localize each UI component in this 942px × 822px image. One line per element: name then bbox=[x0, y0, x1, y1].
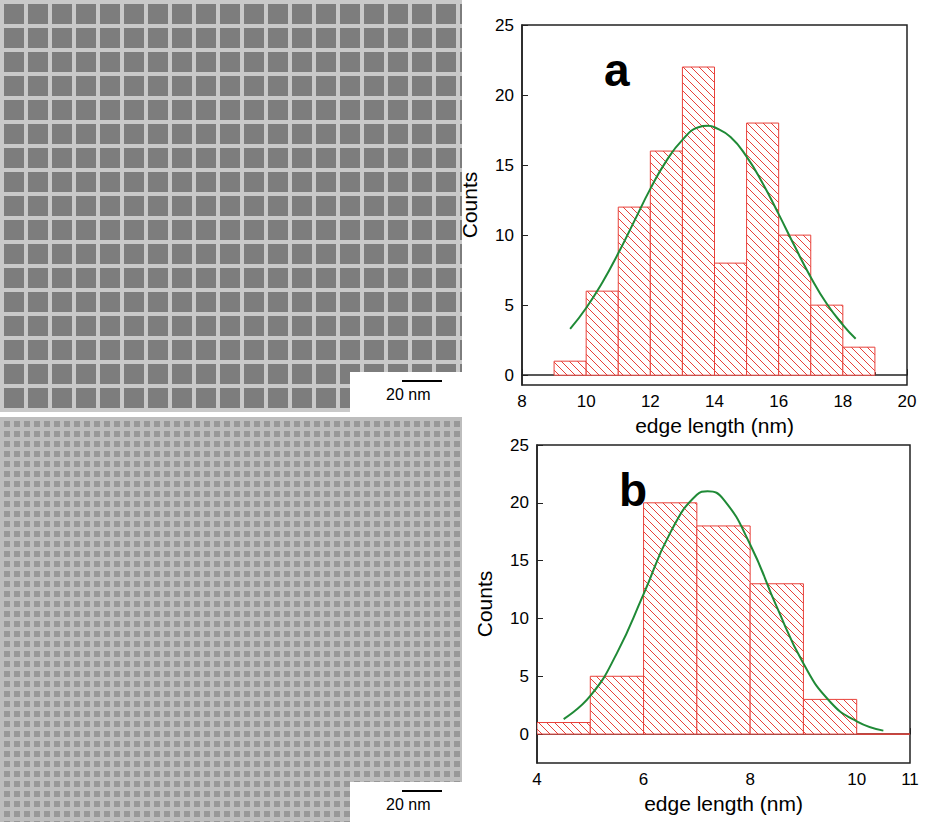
svg-text:20: 20 bbox=[495, 86, 514, 105]
svg-text:0: 0 bbox=[505, 366, 514, 385]
svg-text:25: 25 bbox=[510, 436, 529, 455]
svg-text:8: 8 bbox=[745, 770, 754, 789]
svg-text:0: 0 bbox=[520, 725, 529, 744]
svg-text:25: 25 bbox=[495, 16, 514, 35]
svg-text:10: 10 bbox=[510, 609, 529, 628]
html-text:20 nm: 20 nm bbox=[386, 386, 431, 403]
svg-text:15: 15 bbox=[495, 156, 514, 175]
svg-text:5: 5 bbox=[505, 296, 514, 315]
svg-text:10: 10 bbox=[577, 392, 596, 411]
svg-text:8: 8 bbox=[517, 392, 526, 411]
svg-text:20: 20 bbox=[510, 493, 529, 512]
svg-text:20: 20 bbox=[898, 392, 917, 411]
svg-text:10: 10 bbox=[495, 226, 514, 245]
svg-text:12: 12 bbox=[641, 392, 660, 411]
svg-text:16: 16 bbox=[769, 392, 788, 411]
svg-text:4: 4 bbox=[532, 770, 541, 789]
html-text:20 nm: 20 nm bbox=[386, 796, 431, 813]
svg-text:10: 10 bbox=[847, 770, 866, 789]
svg-text:14: 14 bbox=[705, 392, 724, 411]
svg-text:edge length (nm): edge length (nm) bbox=[644, 792, 803, 815]
svg-text:a: a bbox=[604, 44, 630, 96]
svg-text:Counts: Counts bbox=[458, 172, 481, 239]
svg-text:edge length (nm): edge length (nm) bbox=[635, 414, 794, 437]
svg-text:15: 15 bbox=[510, 551, 529, 570]
svg-text:b: b bbox=[619, 464, 647, 516]
svg-text:18: 18 bbox=[833, 392, 852, 411]
svg-text:5: 5 bbox=[520, 667, 529, 686]
svg-text:Counts: Counts bbox=[473, 571, 496, 638]
svg-text:6: 6 bbox=[639, 770, 648, 789]
svg-text:11: 11 bbox=[901, 770, 919, 789]
